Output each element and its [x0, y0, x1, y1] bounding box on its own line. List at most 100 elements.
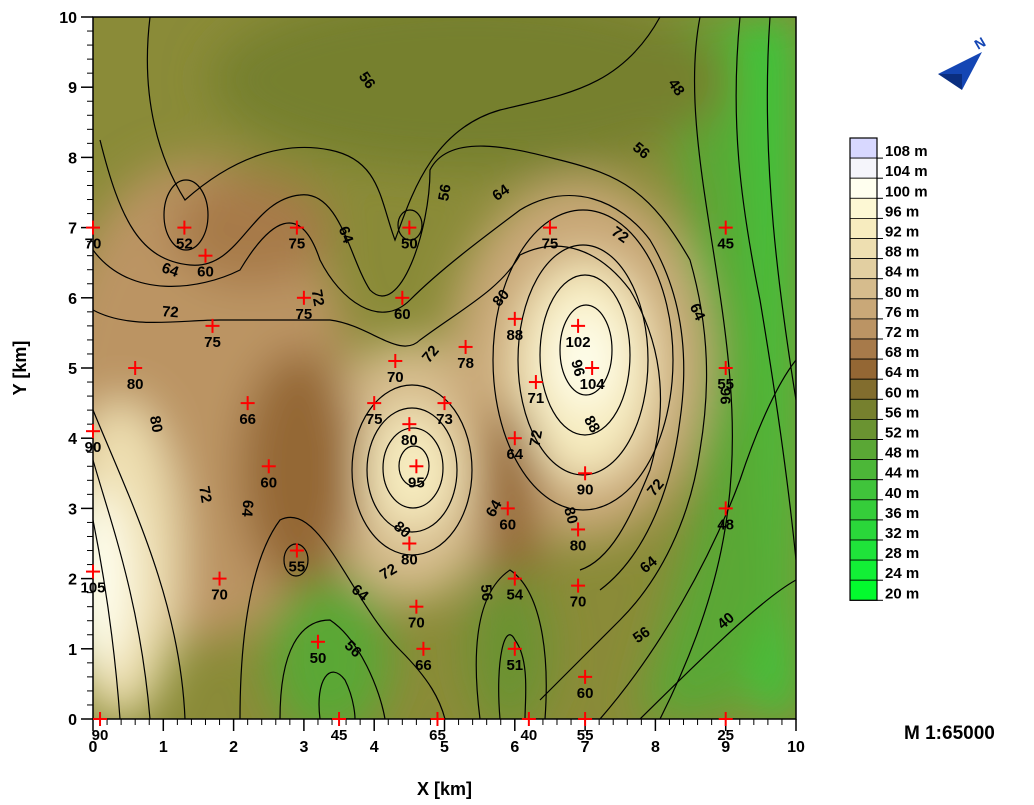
- sample-value-label: 80: [127, 376, 144, 393]
- sample-value-label: 40: [521, 727, 538, 744]
- legend-frame: [849, 137, 878, 601]
- sample-value-label: 50: [401, 236, 418, 253]
- legend-level-label: 24 m: [885, 565, 919, 582]
- sample-point: 75: [289, 220, 305, 253]
- sample-value-label: 90: [85, 439, 102, 456]
- sample-point: 80: [401, 417, 418, 449]
- sample-point: 104: [580, 361, 605, 393]
- x-tick-label: 2: [229, 739, 238, 756]
- y-tick-label: 6: [68, 291, 77, 308]
- sample-value-label: 45: [717, 236, 734, 253]
- sample-value-label: 60: [197, 264, 214, 281]
- sample-value-label: 66: [239, 411, 256, 428]
- sample-point: 60: [260, 459, 277, 491]
- contour-value-label: 72: [161, 303, 179, 321]
- sample-point: 55: [577, 712, 593, 744]
- legend-level-label: 40 m: [885, 485, 919, 502]
- sample-point: 105: [80, 564, 106, 597]
- sample-value-label: 70: [85, 236, 102, 253]
- legend-level-label: 84 m: [885, 264, 919, 281]
- x-tick-label: 5: [440, 739, 449, 756]
- sample-value-label: 60: [260, 474, 277, 491]
- sample-value-label: 105: [80, 580, 105, 597]
- contour-value-label: 56: [630, 623, 653, 646]
- contour-value-label: 56: [477, 584, 495, 602]
- sample-point: 75: [542, 220, 559, 253]
- legend-level-label: 48 m: [885, 445, 919, 462]
- sample-value-label: 88: [506, 327, 523, 344]
- sample-point: 80: [127, 361, 144, 393]
- sample-value-label: 90: [92, 727, 109, 744]
- sample-point: 60: [499, 501, 516, 533]
- sample-value-label: 73: [436, 411, 453, 428]
- sample-point: 95: [408, 459, 425, 491]
- sample-point: 66: [415, 641, 432, 674]
- sample-point: 71: [528, 375, 545, 407]
- x-tick-label: 7: [581, 739, 590, 756]
- sample-value-label: 60: [499, 516, 516, 533]
- legend-swatch: [849, 298, 878, 320]
- sample-point: 65: [429, 712, 446, 744]
- sample-value-label: 75: [204, 334, 221, 351]
- legend-level-label: 28 m: [885, 545, 919, 562]
- x-tick-label: 9: [721, 739, 730, 756]
- sample-value-label: 48: [717, 516, 734, 533]
- elevation-field: [93, 17, 796, 719]
- sample-value-label: 75: [542, 236, 559, 253]
- sample-point: 70: [85, 220, 102, 253]
- sample-point: 73: [436, 396, 453, 428]
- sample-value-label: 75: [366, 411, 383, 428]
- sample-point: 70: [408, 599, 425, 632]
- legend-level-label: 92 m: [885, 224, 919, 241]
- scale-label: M 1:65000: [904, 723, 995, 744]
- sample-point: 25: [717, 712, 734, 744]
- legend-level-label: 32 m: [885, 525, 919, 542]
- sample-point: 75: [296, 290, 312, 323]
- sample-value-label: 71: [528, 390, 545, 407]
- x-axis-title: X [km]: [417, 779, 472, 799]
- sample-value-label: 60: [394, 306, 411, 323]
- legend-level-label: 20 m: [885, 585, 919, 602]
- sample-point: 45: [717, 220, 734, 253]
- legend-swatch: [849, 358, 878, 380]
- sample-point: 51: [506, 641, 523, 674]
- sample-value-label: 51: [506, 657, 523, 674]
- contour-value-label: 72: [527, 429, 547, 448]
- sample-point: 60: [394, 290, 411, 323]
- sample-point: 48: [717, 501, 734, 533]
- sample-point: 60: [577, 669, 593, 702]
- sample-value-label: 64: [506, 446, 523, 463]
- sample-value-label: 70: [570, 594, 587, 611]
- legend-level-label: 80 m: [885, 284, 919, 301]
- legend-level-label: 68 m: [885, 344, 919, 361]
- sample-point: 66: [239, 396, 256, 428]
- sample-value-label: 95: [408, 474, 425, 491]
- legend-level-label: 36 m: [885, 505, 919, 522]
- legend-level-label: 104 m: [885, 163, 928, 180]
- sample-value-label: 70: [211, 587, 228, 604]
- legend-level-label: 64 m: [885, 364, 919, 381]
- legend-swatch: [849, 378, 878, 400]
- sample-value-label: 78: [457, 355, 474, 372]
- sample-value-label: 66: [415, 657, 432, 674]
- legend-level-label: 52 m: [885, 425, 919, 442]
- y-tick-label: 2: [68, 572, 77, 589]
- legend-swatch: [849, 278, 878, 300]
- sample-value-label: 55: [289, 559, 306, 576]
- contour-lines: [93, 17, 796, 719]
- legend-swatch: [849, 238, 878, 260]
- sample-point: 50: [310, 634, 326, 667]
- y-tick-label: 1: [68, 642, 77, 659]
- contour-value-label: 64: [686, 301, 709, 324]
- sample-value-label: 80: [401, 432, 418, 449]
- sample-point: 70: [387, 353, 404, 386]
- sample-value-label: 45: [331, 727, 348, 744]
- sample-point: 80: [570, 522, 586, 554]
- x-tick-label: 0: [89, 739, 98, 756]
- sample-point: 45: [331, 712, 348, 744]
- contour-value-label: 64: [159, 259, 181, 281]
- y-axis-title: Y [km]: [10, 341, 30, 396]
- north-label: N: [972, 34, 989, 53]
- contour-value-label: 72: [608, 223, 631, 246]
